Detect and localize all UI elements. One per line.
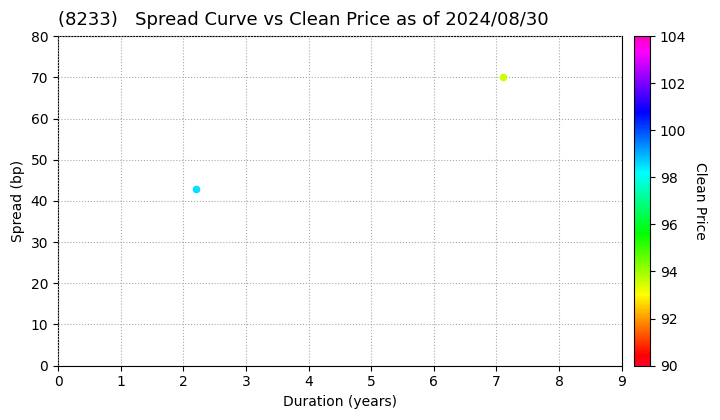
X-axis label: Duration (years): Duration (years): [283, 395, 397, 409]
Text: (8233)   Spread Curve vs Clean Price as of 2024/08/30: (8233) Spread Curve vs Clean Price as of…: [58, 11, 549, 29]
Point: [190, 185, 202, 192]
Point: [497, 74, 508, 81]
Y-axis label: Spread (bp): Spread (bp): [11, 160, 25, 242]
Y-axis label: Clean Price: Clean Price: [693, 162, 707, 240]
